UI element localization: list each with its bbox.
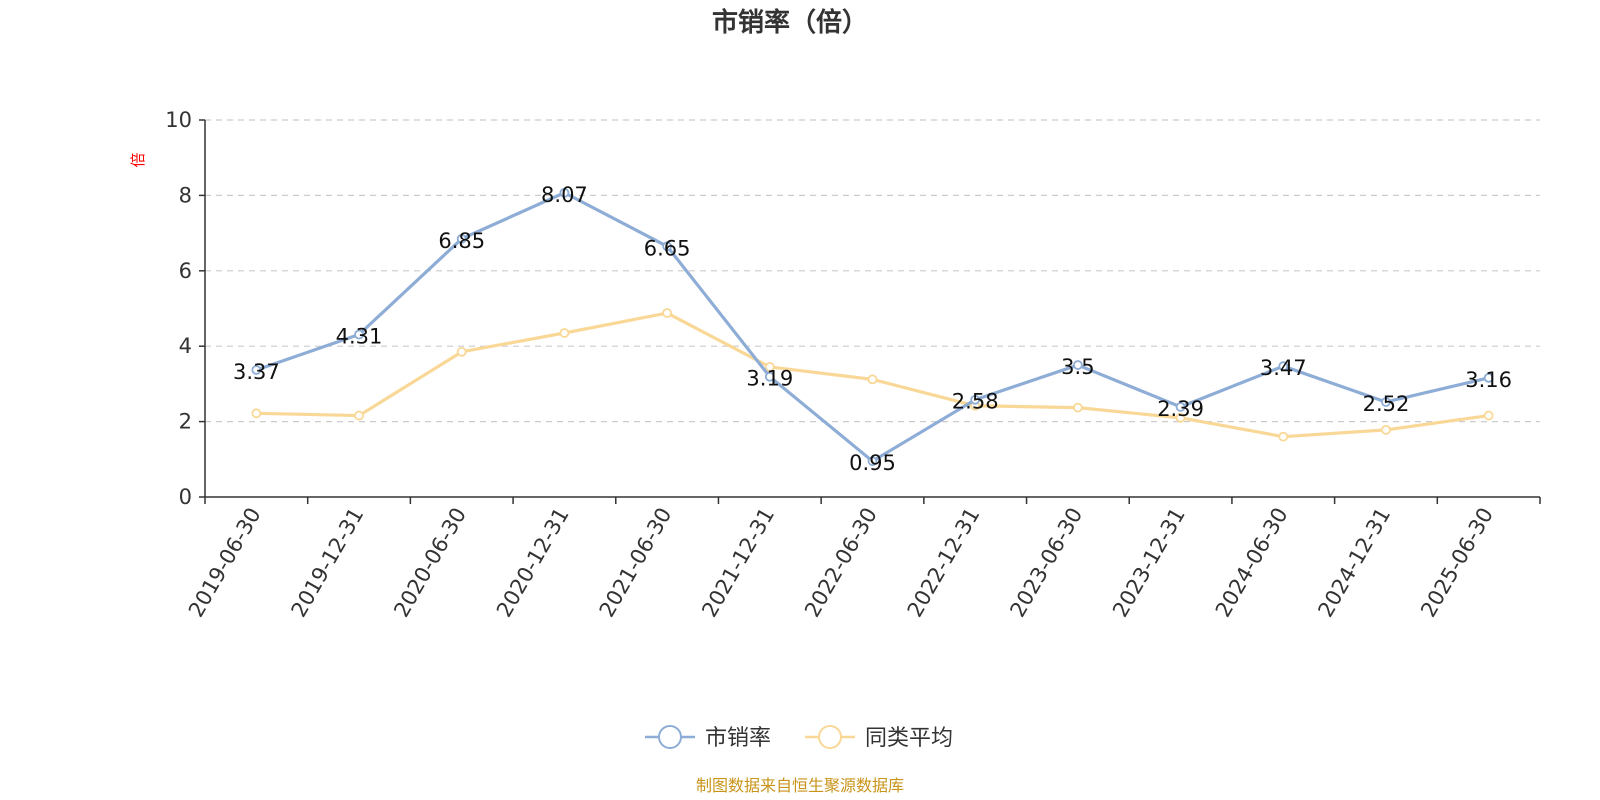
- x-tick-label: 2022-06-30: [800, 504, 882, 622]
- data-point: [662, 308, 673, 318]
- data-point: [1381, 397, 1391, 407]
- x-tick-label: 2019-12-31: [287, 504, 369, 622]
- data-point: [1175, 401, 1186, 412]
- x-tick-label: 2023-12-31: [1108, 504, 1190, 622]
- y-tick-label: 0: [179, 485, 192, 509]
- data-label: 3.19: [746, 367, 793, 391]
- data-label: 2.52: [1363, 392, 1410, 416]
- x-tick-label: 2022-12-31: [903, 504, 985, 622]
- y-tick-label: 8: [179, 183, 192, 207]
- x-tick-label: 2019-06-30: [184, 504, 266, 622]
- data-point: [1072, 360, 1083, 370]
- data-point: [1278, 361, 1289, 372]
- data-label: 3.37: [233, 360, 280, 384]
- axes: 0 2 4 6 8 10 2019-06-30 2019-12-31 2020-06-30 202…: [165, 108, 1541, 622]
- data-point: [251, 408, 262, 419]
- data-point: [1072, 402, 1083, 413]
- data-label: 3.47: [1260, 356, 1307, 380]
- data-label: 3.16: [1465, 368, 1512, 392]
- data-point: [559, 187, 570, 198]
- data-label: 3.5: [1061, 355, 1094, 379]
- legend-label: 市销率: [705, 726, 771, 751]
- data-point: [867, 374, 878, 385]
- data-point: [867, 456, 878, 467]
- x-tick-label: 2021-12-31: [697, 504, 779, 622]
- data-label: 2.39: [1157, 397, 1204, 421]
- source-note: 制图数据来自恒生聚源数据库: [696, 776, 904, 795]
- x-tick-label: 2024-12-31: [1313, 504, 1395, 622]
- data-point: [354, 410, 364, 421]
- data-label: 6.65: [644, 236, 691, 260]
- y-tick-label: 4: [179, 334, 192, 358]
- legend-marker-icon: [818, 725, 842, 749]
- data-label: 0.95: [849, 451, 896, 475]
- data-point: [1175, 412, 1186, 423]
- data-point: [1381, 424, 1391, 435]
- data-point: [456, 233, 467, 244]
- data-labels: 3.37 4.31 6.85 8.07 6.65 3.19 0.95 2.58 3.5 2.39 3…: [233, 183, 1512, 475]
- y-axis-unit: 倍: [129, 152, 147, 167]
- x-tick-label: 2025-06-30: [1416, 504, 1498, 622]
- data-point: [1483, 410, 1494, 421]
- legend-item-1[interactable]: 市销率: [645, 725, 771, 751]
- x-tick-label: 2024-06-30: [1211, 504, 1293, 622]
- data-label: 8.07: [541, 183, 588, 207]
- data-point: [764, 362, 775, 372]
- data-label: 2.58: [952, 390, 999, 414]
- series-2: [251, 308, 1494, 442]
- data-point: [662, 241, 673, 252]
- data-point: [559, 328, 570, 338]
- data-point: [354, 329, 364, 340]
- y-tick-label: 6: [179, 259, 192, 283]
- data-label: 6.85: [438, 229, 485, 253]
- y-tick-label: 10: [165, 108, 192, 132]
- data-point: [764, 371, 775, 382]
- data-point: [456, 346, 467, 357]
- x-tick-label: 2020-12-31: [492, 504, 574, 622]
- series-lines: [251, 187, 1494, 467]
- legend-item-2[interactable]: 同类平均: [805, 725, 953, 751]
- data-point: [251, 365, 262, 375]
- x-tick-label: 2023-06-30: [1005, 504, 1087, 622]
- legend-label: 同类平均: [865, 726, 953, 751]
- data-point: [970, 394, 981, 405]
- data-point: [1278, 431, 1289, 442]
- legend-marker-icon: [658, 725, 682, 749]
- chart-title: 市销率（倍）: [712, 7, 868, 38]
- legend[interactable]: 市销率 同类平均: [645, 725, 953, 751]
- series-1: [251, 187, 1494, 467]
- x-tick-label: 2021-06-30: [595, 504, 677, 622]
- data-point: [1483, 372, 1494, 383]
- data-label: 4.31: [336, 325, 383, 349]
- x-tick-label: 2020-06-30: [389, 504, 471, 622]
- y-tick-label: 2: [179, 410, 192, 434]
